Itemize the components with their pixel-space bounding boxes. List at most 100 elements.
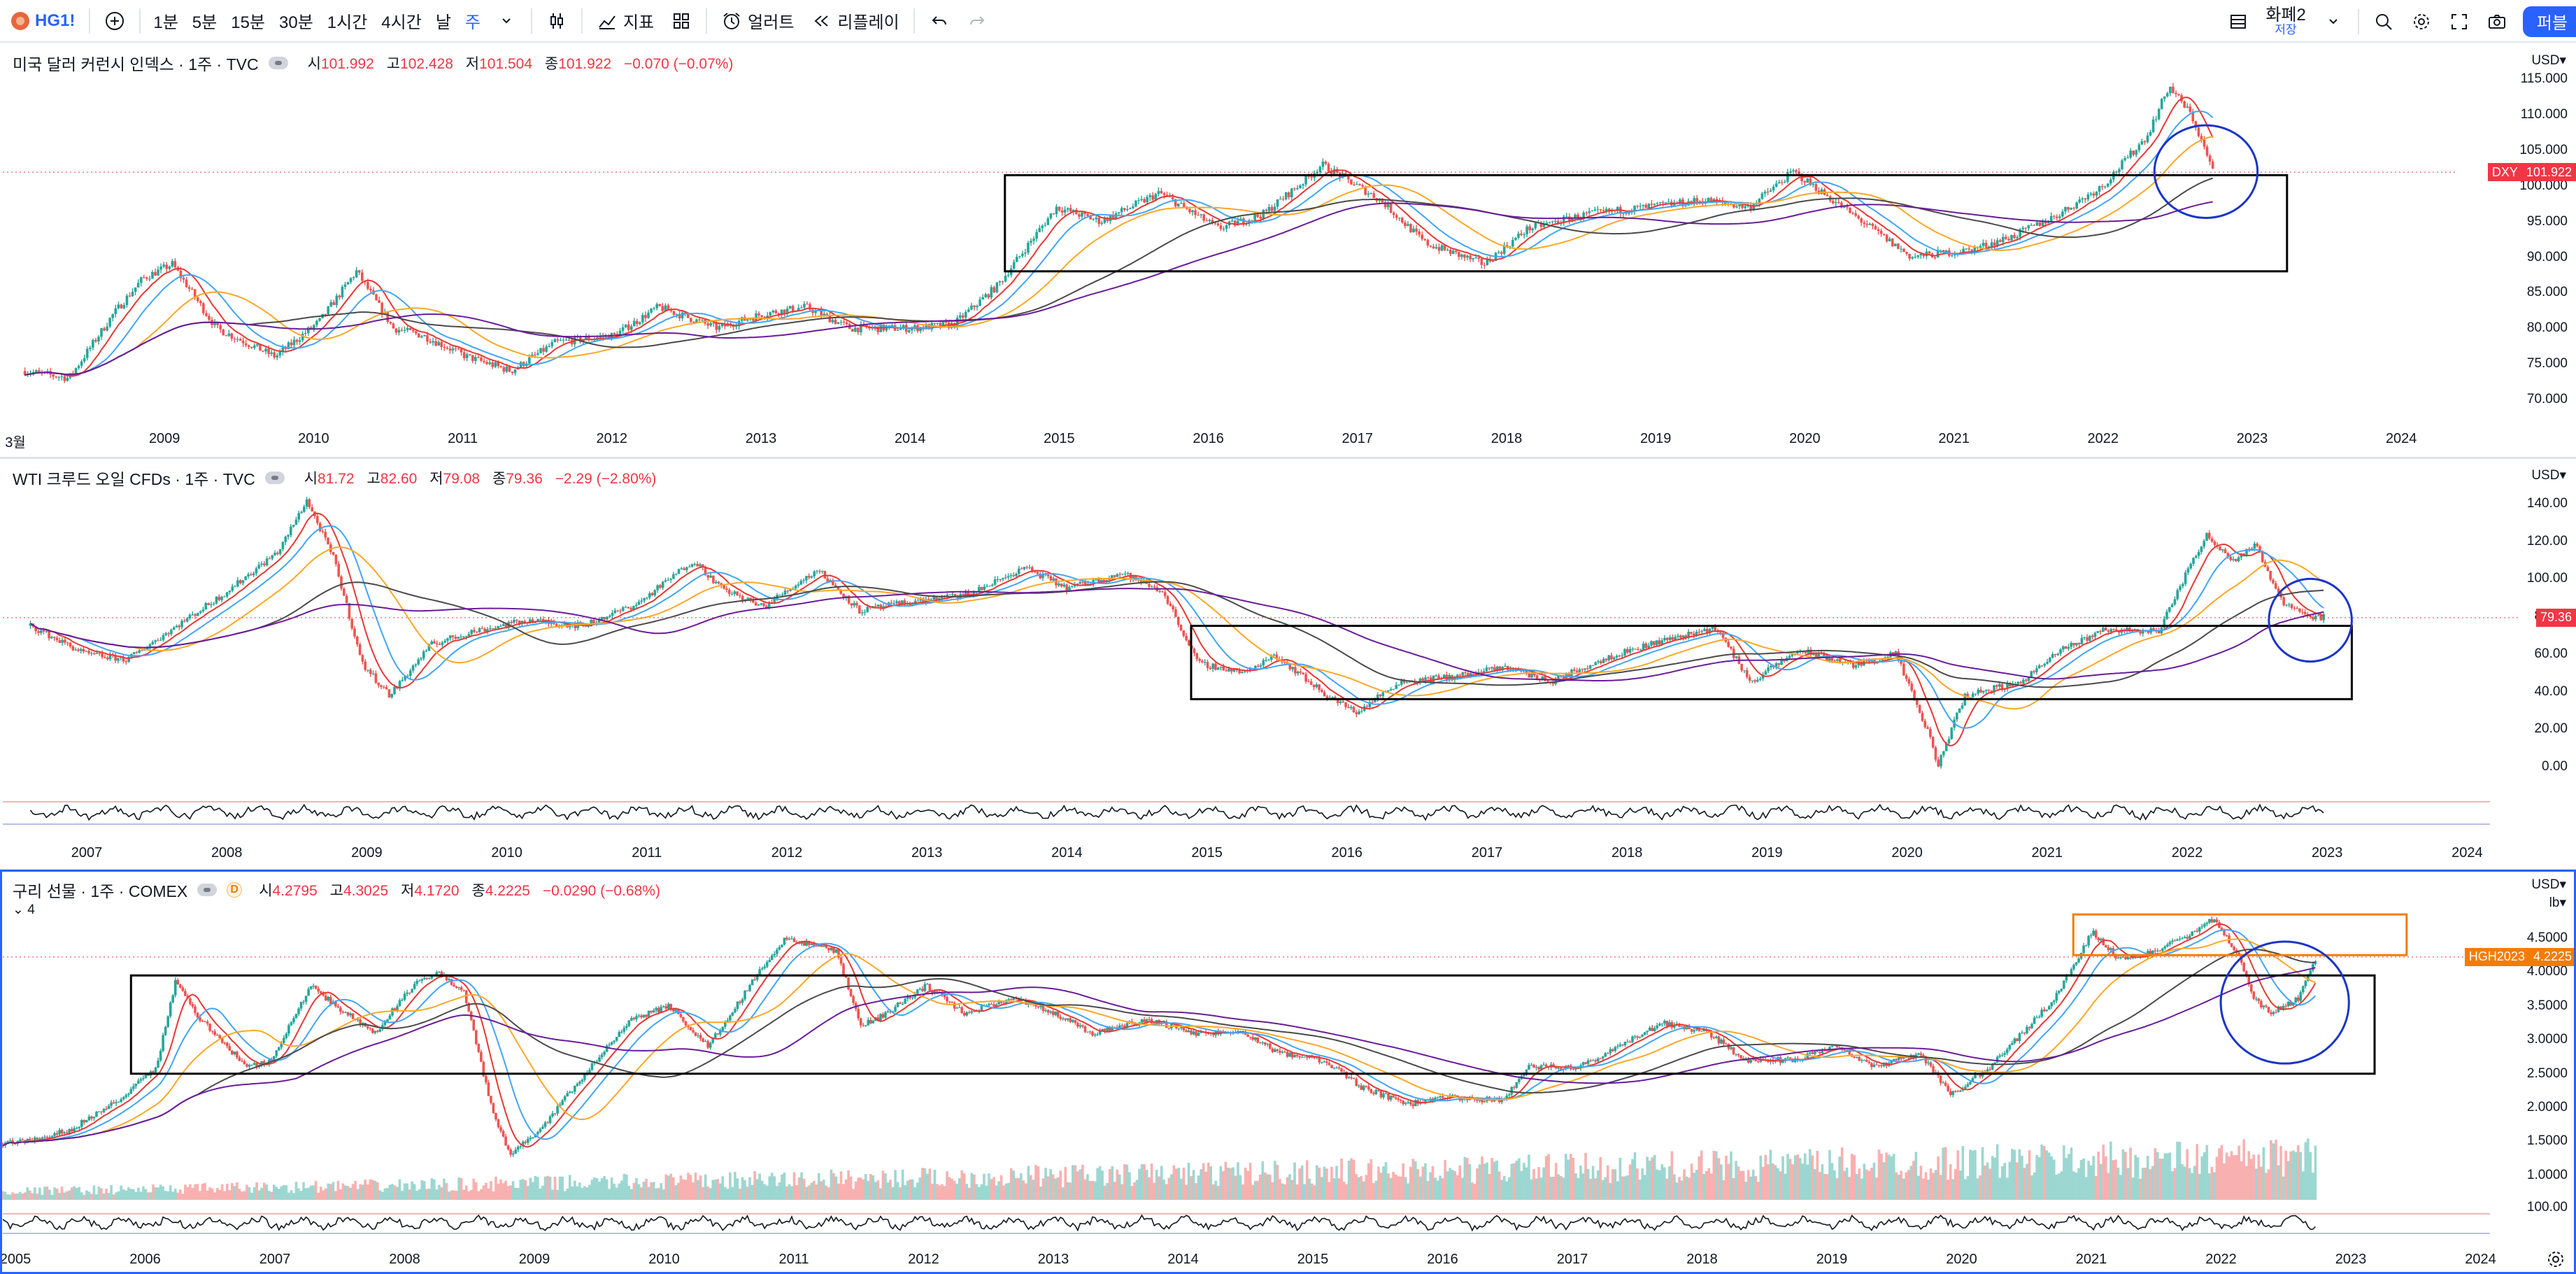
candle-body	[276, 355, 279, 358]
templates-button[interactable]	[662, 0, 700, 42]
candle-body	[664, 580, 667, 582]
candle-body	[1309, 681, 1313, 685]
candle-body	[1111, 214, 1115, 219]
interval-4h[interactable]: 4시간	[381, 13, 422, 32]
candle-body	[647, 1010, 650, 1017]
candle-body	[679, 1014, 683, 1017]
candle-body	[755, 313, 757, 321]
candle-body	[1559, 1068, 1563, 1070]
candle-body	[936, 991, 939, 993]
candle-body	[555, 623, 558, 627]
snapshot-button[interactable]	[2478, 0, 2516, 43]
time-axis-label: 2014	[1051, 845, 1083, 861]
currency-label[interactable]: USD▾	[2531, 468, 2566, 483]
candle-body	[1574, 1068, 1577, 1070]
candle-body	[983, 586, 986, 590]
candle-body	[1900, 660, 1902, 664]
candle-body	[1774, 663, 1778, 667]
pane-separator[interactable]	[0, 457, 2576, 459]
candle-body	[1160, 191, 1163, 194]
interval-1h[interactable]: 1시간	[327, 13, 368, 32]
candle-body	[895, 601, 898, 604]
interval-week[interactable]: 주	[464, 13, 481, 32]
candle-body	[743, 990, 746, 1000]
chart-type-button[interactable]	[538, 0, 576, 42]
indicators-collapse-button[interactable]: ⌄ 4	[13, 903, 35, 917]
layout-menu-button[interactable]	[2219, 0, 2257, 43]
candle-body	[2096, 631, 2100, 633]
interval-1m[interactable]: 1분	[153, 13, 178, 32]
currency-label[interactable]: USD▾	[2531, 53, 2566, 68]
candle-body	[1744, 206, 1746, 208]
price-chart-copper[interactable]	[0, 871, 2518, 1254]
candle-body	[1345, 1072, 1348, 1078]
alerts-button[interactable]: 얼러트	[713, 0, 802, 42]
price-scale-dxy[interactable]: 115.000 110.000 105.000 100.000 95.000 90.000…	[2519, 44, 2576, 436]
candle-body	[448, 348, 452, 351]
candle-body	[754, 602, 757, 606]
candle-body	[1783, 660, 1786, 662]
layout-name-button[interactable]: 화폐2 저장	[2257, 6, 2314, 36]
candle-body	[201, 609, 205, 611]
candle-body	[1460, 254, 1463, 257]
candle-body	[1530, 1064, 1533, 1066]
undo-button[interactable]	[920, 0, 958, 42]
candle-body	[809, 304, 811, 310]
visibility-toggle-icon[interactable]	[268, 57, 288, 69]
candle-body	[1962, 248, 1965, 253]
price-scale-wti[interactable]: 140.00120.00100.0080.0060.0040.0020.000.…	[2520, 459, 2576, 809]
candle-body	[803, 304, 806, 308]
redo-button[interactable]	[958, 0, 996, 42]
candle-body	[2282, 597, 2285, 606]
candle-body	[2272, 579, 2275, 583]
compare-add-button[interactable]	[96, 0, 134, 42]
candle-body	[613, 610, 617, 614]
interval-30m[interactable]: 30분	[279, 13, 313, 32]
interval-dropdown[interactable]	[488, 0, 525, 42]
visibility-toggle-icon[interactable]	[197, 884, 218, 896]
chart-pane-copper[interactable]: 구리 선물 · 1주 · COMEX D 시4.2795 고4.3025 저4.…	[0, 871, 2576, 1274]
interval-day[interactable]: 날	[435, 13, 451, 32]
candle-body	[1581, 1062, 1585, 1066]
candle-body	[1017, 568, 1020, 574]
dividend-badge[interactable]: D	[227, 882, 243, 898]
candle-body	[1740, 664, 1743, 671]
visibility-toggle-icon[interactable]	[264, 472, 285, 484]
candle-body	[1715, 199, 1718, 201]
chart-pane-wti[interactable]: WTI 크루드 오일 CFDs · 1주 · TVC 시81.72 고82.60…	[0, 459, 2576, 869]
price-chart-wti[interactable]	[0, 459, 2518, 848]
indicators-button[interactable]: 지표	[588, 0, 662, 42]
search-button[interactable]	[2365, 0, 2403, 43]
candle-body	[1006, 576, 1010, 578]
price-chart-dxy[interactable]	[0, 44, 2518, 436]
fullscreen-button[interactable]	[2440, 0, 2478, 43]
candle-body	[1644, 643, 1648, 649]
candle-body	[1041, 1005, 1045, 1012]
interval-15m[interactable]: 15분	[231, 13, 265, 32]
candle-body	[2016, 681, 2020, 684]
layout-dropdown[interactable]	[2314, 0, 2352, 43]
candle-body	[1597, 661, 1600, 663]
candle-body	[898, 601, 901, 605]
symbol-search-button[interactable]: HG1!	[0, 0, 83, 42]
candle-body	[2038, 222, 2042, 226]
time-axis-wti[interactable]: 2007 2008 2009 2010 2011 2012 2013 2014 2015 2016…	[0, 845, 2576, 866]
candle-body	[2104, 628, 2107, 631]
candle-body	[588, 337, 590, 341]
candle-body	[1103, 1028, 1106, 1031]
publish-button[interactable]: 퍼블	[2522, 6, 2576, 37]
time-axis-dxy[interactable]: 3월 2009 2010 2011 2012 2013 2014 2015 2016 2017 20…	[0, 431, 2576, 452]
candle-body	[262, 1061, 266, 1065]
candle-body	[107, 1105, 111, 1110]
interval-5m[interactable]: 5분	[192, 13, 218, 32]
candle-body	[1860, 662, 1863, 666]
chart-pane-dxy[interactable]: 미국 달러 커런시 인덱스 · 1주 · TVC 시101.992 고102.4…	[0, 44, 2576, 457]
candle-body	[839, 321, 843, 323]
settings-button[interactable]	[2403, 0, 2440, 43]
replay-button[interactable]: 리플레이	[802, 0, 907, 42]
candle-body	[2179, 586, 2182, 590]
candle-body	[1395, 685, 1398, 689]
candle-body	[225, 1042, 229, 1047]
candle-body	[46, 371, 49, 372]
candle-body	[1044, 1010, 1047, 1012]
